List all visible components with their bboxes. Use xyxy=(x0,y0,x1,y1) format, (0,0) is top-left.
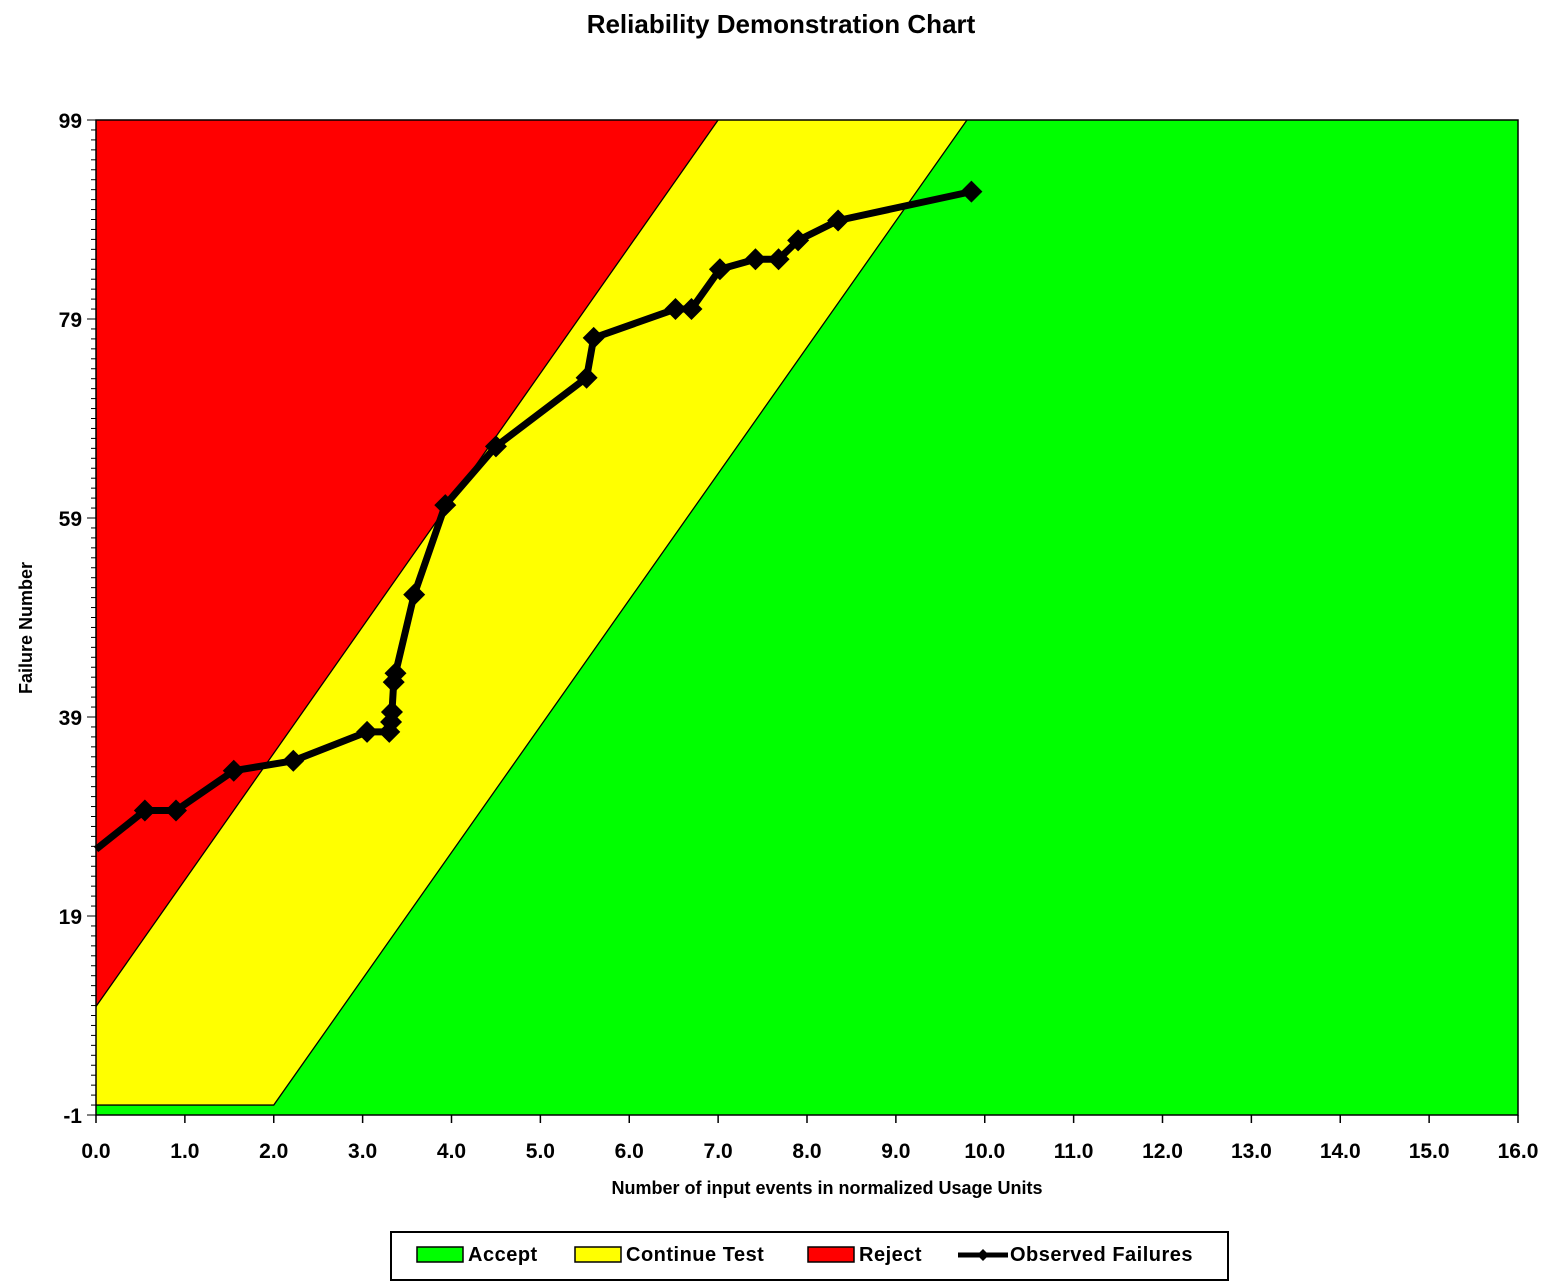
reject-boundary-line xyxy=(95,119,719,1007)
observed-failure-marker xyxy=(708,258,731,281)
y-axis-label: Failure Number xyxy=(16,562,36,694)
y-tick-label: -1 xyxy=(63,1105,82,1128)
observed-failures-series xyxy=(93,180,983,853)
observed-failure-marker xyxy=(282,749,305,772)
x-tick-label: 7.0 xyxy=(704,1140,733,1163)
plot-area xyxy=(95,119,1519,1116)
continue-boundary-line xyxy=(96,119,968,1106)
x-tick-label: 4.0 xyxy=(437,1140,466,1163)
observed-failure-marker xyxy=(787,229,810,252)
observed-failure-marker xyxy=(582,326,605,349)
observed-failure-marker xyxy=(380,701,403,724)
chart-title: Reliability Demonstration Chart xyxy=(587,9,976,39)
y-axis-ticks: -1 19 39 59 79 99 xyxy=(59,110,83,1128)
legend-label-accept: Accept xyxy=(468,1244,538,1266)
x-tick-label: 12.0 xyxy=(1142,1140,1183,1163)
legend-marker-observed-failures xyxy=(977,1249,989,1261)
legend-label-observed-failures: Observed Failures xyxy=(1010,1244,1193,1266)
x-tick-label: 1.0 xyxy=(170,1140,199,1163)
y-tick-label: 59 xyxy=(59,508,82,531)
observed-failure-marker xyxy=(960,180,983,203)
observed-failure-marker xyxy=(434,494,457,517)
x-axis-ticks: 0.0 1.0 2.0 3.0 4.0 5.0 6.0 7.0 8.0 9.0 10.0 11.0 12… xyxy=(81,1115,1538,1163)
x-tick-label: 0.0 xyxy=(81,1140,110,1163)
x-tick-label: 6.0 xyxy=(615,1140,644,1163)
observed-failure-marker xyxy=(680,298,703,321)
observed-failure-marker xyxy=(356,720,379,743)
legend-swatch-continue-test xyxy=(574,1246,622,1263)
x-tick-label: 8.0 xyxy=(792,1140,821,1163)
x-tick-label: 10.0 xyxy=(964,1140,1005,1163)
observed-failure-marker xyxy=(133,799,156,822)
observed-failure-marker xyxy=(484,435,507,458)
observed-failure-marker xyxy=(403,583,426,606)
observed-failure-marker xyxy=(222,759,245,782)
observed-failure-marker xyxy=(575,366,598,389)
x-tick-label: 11.0 xyxy=(1054,1140,1094,1163)
y-tick-label: 19 xyxy=(59,906,82,929)
y-tick-label: 99 xyxy=(59,110,82,133)
legend: Accept Continue Test Reject Observed Fai… xyxy=(390,1231,1229,1281)
x-axis-label: Number of input events in normalized Usa… xyxy=(611,1178,1042,1198)
observed-failure-marker xyxy=(164,799,187,822)
x-tick-label: 16.0 xyxy=(1498,1140,1539,1163)
y-tick-label: 79 xyxy=(59,309,82,332)
observed-failure-marker xyxy=(384,662,407,685)
observed-failure-marker xyxy=(767,248,790,271)
x-tick-label: 9.0 xyxy=(881,1140,910,1163)
x-tick-label: 13.0 xyxy=(1231,1140,1272,1163)
observed-failure-marker xyxy=(664,298,687,321)
legend-label-continue-test: Continue Test xyxy=(626,1244,764,1266)
observed-failure-marker xyxy=(827,209,850,232)
legend-label-reject: Reject xyxy=(859,1244,922,1266)
x-tick-label: 14.0 xyxy=(1320,1140,1361,1163)
x-tick-label: 3.0 xyxy=(348,1140,377,1163)
observed-failure-marker xyxy=(744,248,767,271)
y-tick-label: 39 xyxy=(59,707,82,730)
x-tick-label: 15.0 xyxy=(1409,1140,1450,1163)
x-tick-label: 5.0 xyxy=(526,1140,555,1163)
y-axis-minor-ticks xyxy=(87,119,96,1116)
legend-swatch-reject xyxy=(807,1246,855,1263)
x-tick-label: 2.0 xyxy=(259,1140,288,1163)
legend-swatch-accept xyxy=(416,1246,464,1263)
